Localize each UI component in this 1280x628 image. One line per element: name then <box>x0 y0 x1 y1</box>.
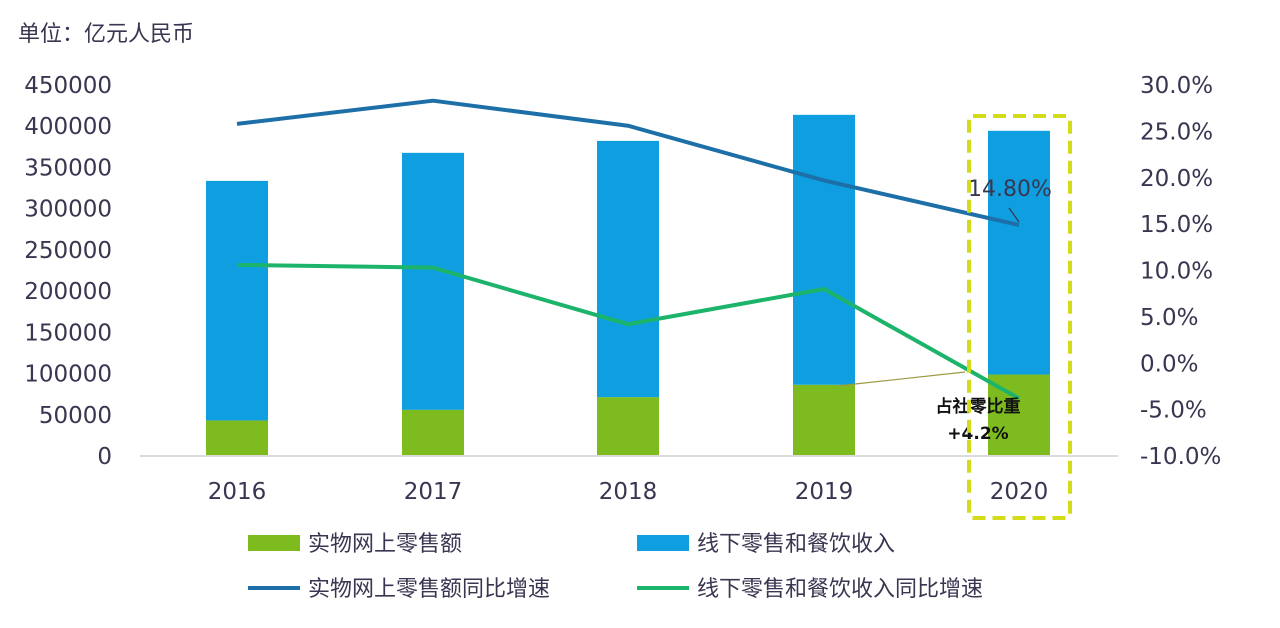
unit-label: 单位：亿元人民币 <box>18 22 195 47</box>
x-tick-label: 2020 <box>990 479 1049 505</box>
legend-swatch <box>637 535 689 551</box>
bar-online <box>402 409 464 455</box>
bar-online <box>597 397 659 455</box>
x-tick-label: 2019 <box>795 479 854 505</box>
right-tick-label: 20.0% <box>1140 166 1213 192</box>
right-tick-label: 25.0% <box>1140 119 1213 145</box>
growth-data-label: 14.80% <box>968 177 1052 202</box>
x-tick-label: 2016 <box>208 479 267 505</box>
x-tick-label: 2017 <box>404 479 463 505</box>
bar-online <box>206 420 268 455</box>
bar-offline <box>206 180 268 421</box>
bar-online <box>793 384 855 455</box>
left-tick-label: 100000 <box>24 362 112 388</box>
left-tick-label: 400000 <box>24 114 112 140</box>
x-tick-label: 2018 <box>599 479 658 505</box>
left-tick-label: 350000 <box>24 155 112 181</box>
bar-offline <box>988 130 1050 375</box>
legend-swatch <box>248 535 300 551</box>
legend-label: 实物网上零售额同比增速 <box>308 577 550 602</box>
growth-label-pointer <box>1008 207 1020 223</box>
left-tick-label: 50000 <box>39 403 112 429</box>
right-tick-label: 0.0% <box>1140 351 1198 377</box>
bar-offline <box>793 114 855 385</box>
legend-label: 线下零售和餐饮收入同比增速 <box>697 577 983 602</box>
right-tick-label: -5.0% <box>1140 398 1207 424</box>
line-online-growth <box>236 98 1020 227</box>
bar-offline <box>402 152 464 410</box>
right-tick-label: 15.0% <box>1140 212 1213 238</box>
right-tick-label: 10.0% <box>1140 259 1213 285</box>
left-tick-label: 150000 <box>24 320 112 346</box>
right-tick-label: -10.0% <box>1140 444 1221 470</box>
left-tick-label: 450000 <box>24 73 112 99</box>
legend-label: 线下零售和餐饮收入 <box>697 532 895 557</box>
highlight-box-2020 <box>967 114 1072 520</box>
annotation-leader-line <box>838 371 966 387</box>
share-annotation-line1: 占社零比重 <box>936 396 1021 417</box>
right-tick-label: 5.0% <box>1140 305 1198 331</box>
left-tick-label: 250000 <box>24 238 112 264</box>
left-tick-label: 300000 <box>24 197 112 223</box>
share-annotation-line2: +4.2% <box>947 424 1008 444</box>
left-tick-label: 200000 <box>24 279 112 305</box>
bar-offline <box>597 140 659 398</box>
legend-label: 实物网上零售额 <box>308 532 462 557</box>
right-tick-label: 30.0% <box>1140 73 1213 99</box>
line-offline-growth <box>236 262 1020 401</box>
left-tick-label: 0 <box>97 444 112 470</box>
